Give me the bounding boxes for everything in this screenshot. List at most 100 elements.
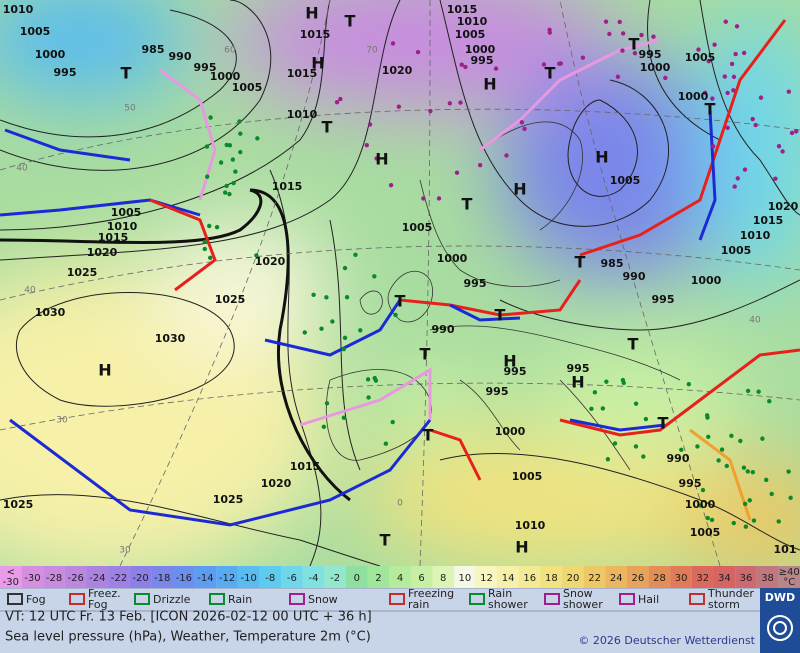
- low-pressure-center: T: [575, 253, 586, 272]
- scale-label: -18: [154, 573, 170, 584]
- weather-symbol: [756, 389, 761, 394]
- weather-symbol: [589, 406, 594, 411]
- weather-symbol: [493, 66, 499, 71]
- scale-label: 34: [718, 573, 731, 584]
- scale-cell: [367, 566, 390, 588]
- pressure-label: 1005: [111, 206, 142, 219]
- isotherm-label: 50: [124, 104, 136, 114]
- scale-cell: [735, 566, 757, 588]
- valid-time: VT: 12 UTC Fr. 13 Feb. [ICON 2026-02-12 …: [5, 610, 372, 625]
- scale-cell: [778, 566, 800, 588]
- weather-symbol: [745, 388, 751, 394]
- legend-item: Rain: [228, 593, 252, 606]
- low-pressure-center: T: [629, 35, 640, 54]
- weather-symbol: [390, 41, 396, 46]
- pressure-label: 1000: [640, 61, 671, 74]
- weather-symbol: [639, 32, 644, 38]
- weather-symbol: [227, 191, 232, 197]
- weather-symbol: [632, 51, 638, 56]
- copyright: © 2026 Deutscher Wetterdienst: [578, 634, 755, 647]
- weather-symbol: [764, 477, 769, 483]
- scale-cell: [454, 566, 476, 588]
- legend-icon: [689, 593, 705, 605]
- weather-symbol: [725, 125, 730, 131]
- low-pressure-center: T: [628, 335, 639, 354]
- weather-symbol: [302, 330, 307, 335]
- scale-label: 14: [502, 573, 515, 584]
- legend-icon: [544, 593, 560, 605]
- dwd-logo-text: DWD: [765, 591, 795, 604]
- pressure-label: 1015: [447, 3, 478, 16]
- pressure-label: 1015: [753, 214, 784, 227]
- weather-symbol: [745, 469, 751, 474]
- scale-cell: [648, 566, 671, 588]
- weather-symbol: [741, 465, 747, 470]
- pressure-label: 1000: [495, 425, 526, 438]
- low-pressure-center: T: [322, 118, 333, 137]
- pressure-label: 1005: [512, 470, 543, 483]
- map-labels: 1010100510009959859909951000100510151015…: [3, 3, 799, 557]
- pressure-label: 1005: [721, 244, 752, 257]
- scale-cell: [691, 566, 714, 588]
- weather-symbol: [617, 19, 622, 25]
- weather-symbol: [719, 447, 725, 452]
- pressure-label: 995: [652, 293, 675, 306]
- weather-symbol: [742, 501, 748, 507]
- pressure-label: 1005: [232, 81, 263, 94]
- scale-label: 38: [761, 573, 774, 584]
- weather-symbol: [710, 144, 716, 149]
- weather-symbol: [367, 122, 373, 127]
- scale-cell: [21, 566, 44, 588]
- cold-front: [9, 418, 432, 527]
- scale-label: -10: [240, 573, 256, 584]
- pressure-label: 101: [774, 543, 797, 556]
- scale-cell: [432, 566, 455, 588]
- legend-item: Freezing rain: [408, 587, 454, 611]
- low-pressure-center: T: [495, 306, 506, 325]
- scale-cell: [562, 566, 584, 588]
- weather-symbol: [605, 457, 611, 462]
- weather-symbol: [366, 395, 371, 400]
- scale-label: -28: [46, 573, 62, 584]
- warm-front: [429, 428, 482, 481]
- weather-symbol: [729, 433, 734, 439]
- weather-symbol: [547, 30, 553, 35]
- weather-symbol: [341, 346, 347, 352]
- isotherm-label: 30: [56, 416, 68, 426]
- weather-symbol: [604, 379, 609, 384]
- scale-label: °C: [783, 577, 795, 588]
- isotherm-label: 60: [224, 46, 236, 56]
- scale-label: 30: [675, 573, 688, 584]
- high-pressure-center: H: [483, 75, 496, 94]
- trough: [689, 428, 752, 521]
- pressure-label: 1005: [455, 28, 486, 41]
- weather-symbol: [633, 444, 639, 449]
- scale-cell: [216, 566, 238, 588]
- weather-symbol: [615, 74, 621, 79]
- scale-cell: [605, 566, 628, 588]
- pressure-label: 995: [639, 48, 662, 61]
- scale-label: -8: [265, 573, 275, 584]
- pressure-label: 995: [471, 54, 494, 67]
- weather-symbol: [710, 96, 715, 101]
- isotherm-label: 70: [366, 46, 378, 56]
- pressure-label: 1020: [261, 477, 292, 490]
- weather-symbol: [238, 149, 243, 155]
- low-pressure-center: T: [345, 12, 356, 31]
- low-pressure-center: T: [121, 64, 132, 83]
- weather-symbol: [738, 438, 743, 444]
- scale-label: -30: [24, 573, 40, 584]
- legend-icon: [134, 593, 150, 605]
- scale-cell: [713, 566, 736, 588]
- weather-symbol: [330, 319, 335, 324]
- pressure-label: 1005: [690, 526, 721, 539]
- weather-symbol: [620, 48, 625, 53]
- legend-icon: [69, 593, 85, 605]
- low-pressure-center: T: [395, 292, 406, 311]
- scale-label: -4: [309, 573, 319, 584]
- scale-label: 24: [610, 573, 623, 584]
- pressure-label: 1000: [35, 48, 66, 61]
- weather-symbol: [607, 31, 612, 37]
- cold-front: [449, 303, 521, 322]
- scale-label: 8: [440, 573, 446, 584]
